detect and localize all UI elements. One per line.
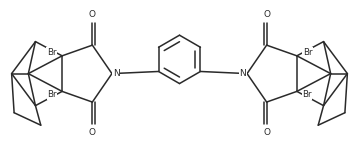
Text: Br: Br — [302, 90, 312, 99]
Text: O: O — [263, 10, 270, 19]
Text: O: O — [89, 10, 96, 19]
Text: N: N — [239, 69, 246, 78]
Text: O: O — [263, 128, 270, 137]
Text: Br: Br — [47, 48, 56, 57]
Text: O: O — [89, 128, 96, 137]
Text: Br: Br — [47, 90, 57, 99]
Text: Br: Br — [303, 48, 312, 57]
Text: N: N — [113, 69, 120, 78]
